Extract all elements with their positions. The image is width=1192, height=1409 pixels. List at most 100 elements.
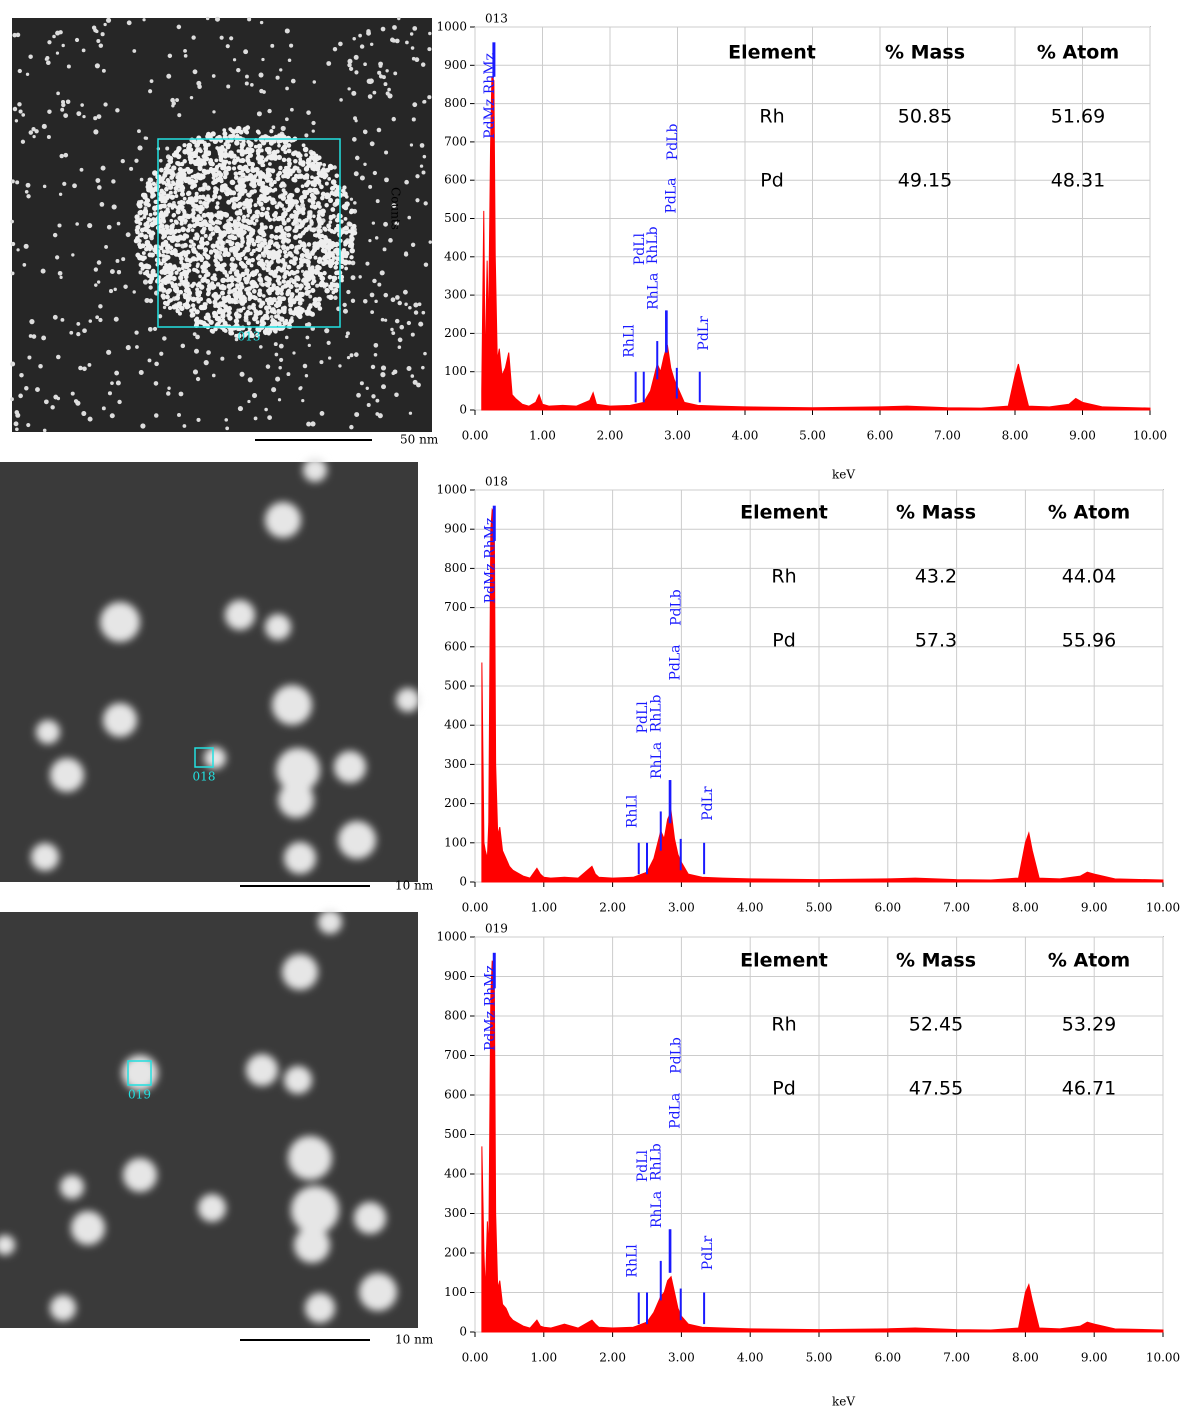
particle (217, 266, 223, 271)
particle (165, 274, 171, 280)
particle (371, 394, 376, 399)
micrograph (0, 462, 418, 882)
particle (76, 111, 82, 117)
particle (132, 290, 136, 294)
particle (287, 200, 293, 206)
particle (205, 185, 211, 191)
element-label: PdLr (696, 316, 712, 351)
particle (237, 287, 243, 293)
particle (379, 270, 385, 276)
particle (352, 37, 356, 41)
particle (225, 294, 232, 300)
particle (249, 279, 256, 286)
particle (298, 286, 303, 291)
particle (191, 215, 196, 220)
element-label: PdLb (665, 124, 681, 161)
particle (413, 310, 419, 315)
particle (172, 264, 177, 269)
particle (244, 198, 250, 203)
particle (245, 74, 249, 79)
particle (279, 357, 284, 362)
particle (203, 264, 209, 270)
particle (166, 279, 171, 284)
particle (352, 137, 357, 142)
element-label: PdLr (700, 786, 716, 821)
particle (421, 365, 425, 370)
particle (316, 228, 322, 234)
table-cell: 52.45 (909, 1014, 963, 1036)
particle (222, 131, 228, 137)
particles (0, 910, 397, 1323)
particle (328, 220, 333, 224)
particle (17, 102, 22, 107)
particle (137, 238, 142, 243)
particle (287, 238, 291, 243)
particle (220, 263, 226, 268)
particle (221, 160, 227, 167)
particle (241, 299, 246, 303)
particle (376, 127, 382, 133)
particle (266, 283, 271, 288)
y-tick-label: 800 (444, 96, 467, 110)
particle (331, 191, 337, 197)
particle (284, 28, 290, 34)
particle (195, 283, 200, 288)
particle (253, 315, 259, 321)
particle (180, 266, 185, 271)
x-tick-label: 3.00 (664, 429, 691, 443)
particle (236, 67, 241, 73)
particle (208, 166, 214, 172)
particle (264, 297, 270, 303)
particle (232, 219, 238, 224)
particle (219, 244, 225, 249)
particle (161, 278, 168, 284)
particle (243, 256, 248, 261)
particle (333, 295, 338, 300)
particle (347, 62, 352, 68)
particle (341, 248, 347, 253)
particle (189, 283, 195, 289)
particle (43, 399, 49, 405)
particle (271, 296, 277, 303)
particle (176, 293, 181, 297)
particle (218, 157, 224, 163)
y-tick-label: 500 (444, 1127, 467, 1141)
particle (304, 290, 310, 296)
particle (202, 302, 207, 307)
particle (294, 282, 300, 288)
particle (225, 228, 232, 235)
particle (324, 181, 329, 186)
particle (247, 17, 252, 22)
particle (255, 171, 261, 176)
particle (138, 270, 143, 275)
particle (273, 329, 278, 334)
particle (281, 257, 286, 263)
particle (309, 151, 314, 156)
particle (56, 354, 61, 360)
particle (177, 162, 182, 167)
particle (10, 397, 14, 402)
particle (172, 229, 178, 235)
particle (257, 310, 263, 316)
particle (191, 35, 196, 40)
particle (203, 269, 209, 274)
particle (150, 195, 154, 199)
particle (191, 223, 197, 229)
particle (380, 317, 385, 322)
particle (242, 188, 248, 194)
particle (167, 159, 171, 163)
particle (265, 174, 270, 179)
particle (93, 116, 98, 121)
particle (213, 227, 220, 234)
particle (115, 380, 121, 386)
particle (171, 304, 177, 310)
y-tick-label: 400 (444, 1167, 467, 1181)
particle (244, 175, 251, 182)
particle (229, 234, 235, 240)
particle (184, 213, 190, 219)
particle (320, 212, 325, 217)
particle (335, 251, 340, 257)
table-cell: Pd (772, 1078, 796, 1100)
particle (256, 143, 263, 149)
